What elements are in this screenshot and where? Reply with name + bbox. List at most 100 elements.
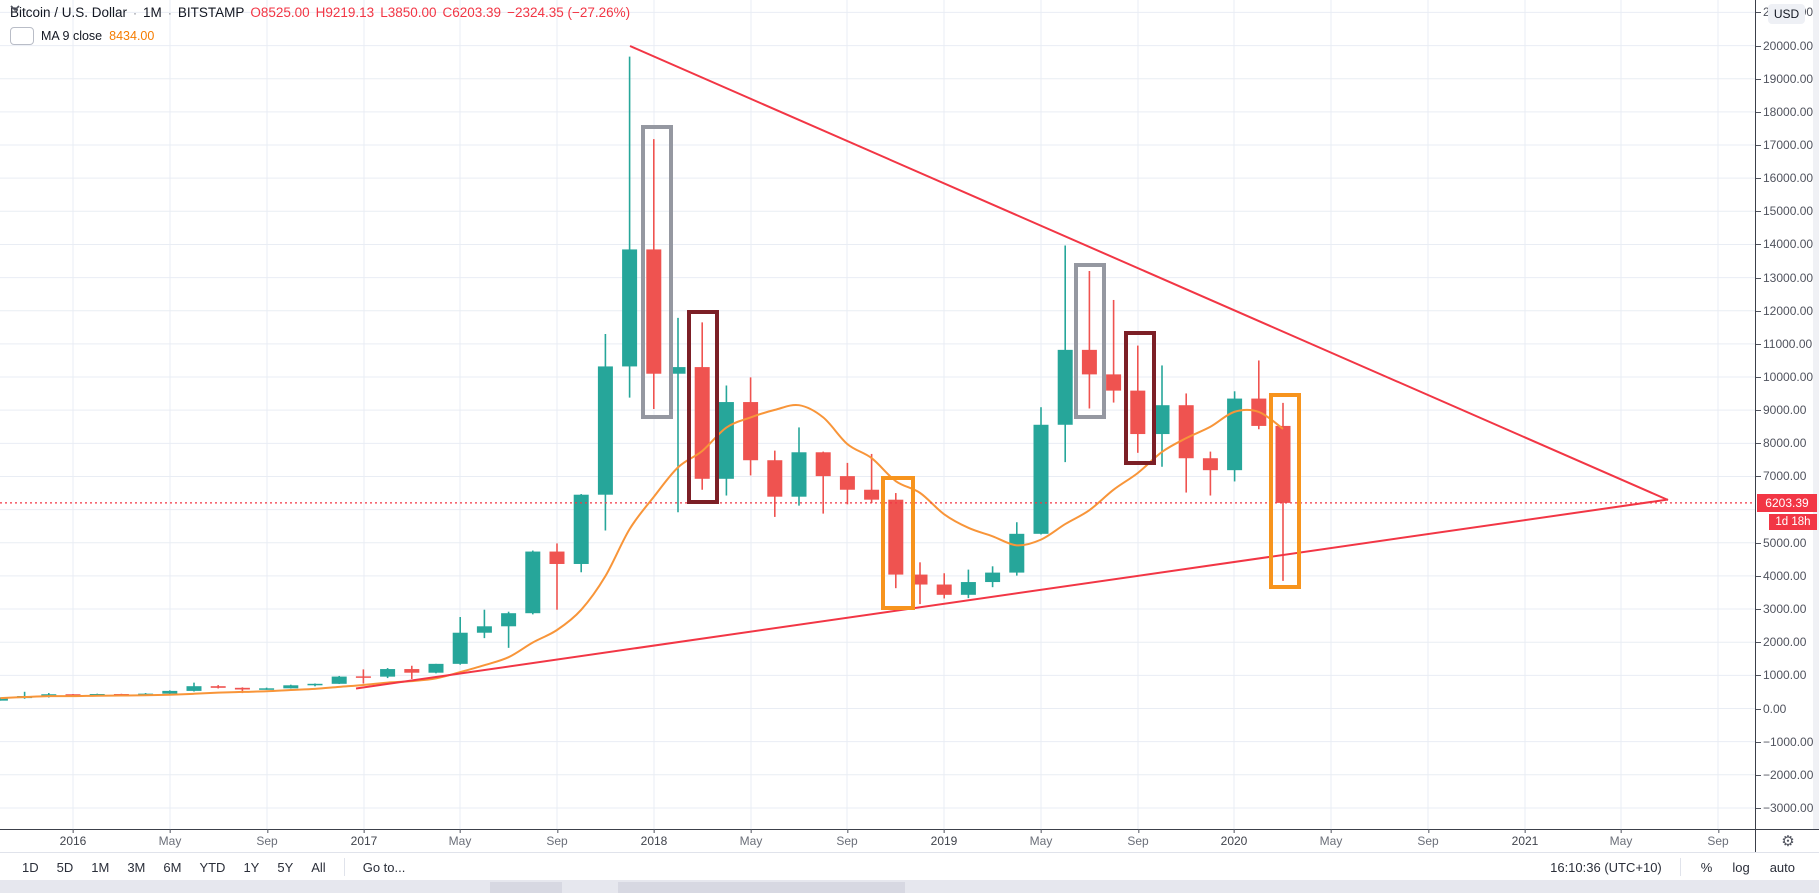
candle[interactable]	[1227, 391, 1243, 482]
candle[interactable]	[1178, 393, 1194, 493]
symbol-title[interactable]: Bitcoin / U.S. Dollar	[10, 5, 128, 20]
candle[interactable]	[912, 562, 928, 605]
price-axis[interactable]: USD 6203.39 1d 18h 21000.0020000.0019000…	[1755, 0, 1819, 829]
candle-body	[1227, 398, 1243, 471]
candle[interactable]	[501, 611, 517, 648]
candles-group	[0, 56, 1291, 701]
range-button-1M[interactable]: 1M	[83, 857, 117, 878]
box-jan-2018[interactable]	[641, 125, 673, 419]
candle[interactable]	[1154, 365, 1170, 467]
candle[interactable]	[525, 550, 541, 615]
candle-body	[1081, 349, 1097, 375]
ma-value: 8434.00	[109, 29, 155, 43]
candle[interactable]	[162, 690, 178, 694]
candle[interactable]	[1251, 360, 1267, 430]
candle-body	[791, 452, 807, 497]
candle[interactable]	[1202, 451, 1218, 496]
candle[interactable]	[767, 450, 783, 517]
auto-scale-button[interactable]: auto	[1762, 857, 1803, 878]
candle[interactable]	[936, 573, 952, 599]
candle-body	[985, 572, 1001, 583]
clock[interactable]: 16:10:36 (UTC+10)	[1550, 859, 1662, 875]
candle-body	[767, 460, 783, 497]
candle[interactable]	[888, 493, 904, 589]
candle[interactable]	[307, 683, 323, 687]
candle[interactable]	[597, 333, 613, 531]
candle[interactable]	[1275, 402, 1291, 581]
candle[interactable]	[428, 663, 444, 674]
trendline-descending-resistance[interactable]	[629, 45, 1669, 501]
candle[interactable]	[864, 453, 880, 503]
candle[interactable]	[670, 317, 686, 513]
candle[interactable]	[404, 665, 420, 679]
candle[interactable]	[718, 385, 734, 496]
time-tick-May: May	[1030, 829, 1052, 848]
chart-canvas[interactable]: Bitcoin / U.S. Dollar · 1M · BITSTAMP O8…	[0, 0, 1755, 829]
range-button-5Y[interactable]: 5Y	[269, 857, 301, 878]
candle[interactable]	[1009, 522, 1025, 576]
ohlc-high: H9219.13	[315, 5, 375, 20]
candle[interactable]	[380, 668, 396, 679]
candle[interactable]	[791, 427, 807, 506]
candle[interactable]	[355, 669, 371, 684]
range-button-All[interactable]: All	[303, 857, 333, 878]
box-sep-2019[interactable]	[1124, 331, 1156, 465]
ma-line[interactable]	[0, 403, 1284, 700]
candle[interactable]	[1081, 270, 1097, 409]
gear-icon[interactable]: ⚙	[1781, 833, 1795, 850]
taskbar-segment	[490, 882, 562, 893]
range-button-1Y[interactable]: 1Y	[235, 857, 267, 878]
candle[interactable]	[573, 494, 589, 573]
price-tick: 18000.00	[1756, 105, 1813, 119]
price-tick: 15000.00	[1756, 204, 1813, 218]
box-mar-2020[interactable]	[1269, 393, 1301, 589]
range-button-YTD[interactable]: YTD	[191, 857, 233, 878]
candle-body	[452, 632, 468, 664]
log-scale-button[interactable]: log	[1724, 857, 1757, 878]
candle-body	[912, 574, 928, 585]
candle[interactable]	[452, 617, 468, 665]
box-nov-2018[interactable]	[881, 476, 915, 610]
candle[interactable]	[646, 139, 662, 410]
price-tick: 19000.00	[1756, 72, 1813, 86]
box-jul-2019[interactable]	[1074, 263, 1106, 419]
candle[interactable]	[283, 684, 299, 689]
candle[interactable]	[743, 377, 759, 476]
time-axis[interactable]: 2016 May Sep 2017 May Sep 2018 May Sep 2019 May Sep…	[0, 829, 1755, 853]
candle[interactable]	[622, 56, 638, 398]
time-tick-Sep: Sep	[256, 829, 278, 848]
candle[interactable]	[331, 675, 347, 684]
range-button-1D[interactable]: 1D	[14, 857, 47, 878]
ma-label[interactable]: MA 9 close	[41, 29, 103, 43]
candlestick-chart[interactable]	[0, 0, 1755, 829]
candle[interactable]	[1057, 245, 1073, 463]
candle[interactable]	[1106, 299, 1122, 403]
candle[interactable]	[694, 322, 710, 490]
range-button-5D[interactable]: 5D	[49, 857, 82, 878]
time-tick-Sep: Sep	[836, 829, 858, 848]
box-mar-2018[interactable]	[687, 310, 719, 504]
candle[interactable]	[259, 687, 275, 690]
candle[interactable]	[815, 451, 831, 514]
currency-button[interactable]: USD	[1768, 4, 1805, 24]
candle[interactable]	[476, 609, 492, 639]
interval-label[interactable]: 1M	[143, 5, 162, 20]
candle[interactable]	[210, 685, 226, 689]
candle[interactable]	[1130, 345, 1146, 453]
chevron-down-icon[interactable]	[10, 5, 34, 45]
candle[interactable]	[186, 682, 202, 692]
trendline-ascending-support[interactable]	[355, 498, 1669, 690]
price-tick: 3000.00	[1756, 602, 1806, 616]
goto-button[interactable]: Go to...	[355, 857, 414, 878]
candle[interactable]	[549, 543, 565, 610]
candle[interactable]	[960, 569, 976, 599]
candle[interactable]	[839, 462, 855, 505]
candle[interactable]	[1033, 407, 1049, 535]
candle-body	[597, 366, 613, 495]
candle[interactable]	[985, 566, 1001, 588]
price-tick: 10000.00	[1756, 370, 1813, 384]
range-button-3M[interactable]: 3M	[119, 857, 153, 878]
range-button-6M[interactable]: 6M	[155, 857, 189, 878]
percent-scale-button[interactable]: %	[1693, 857, 1721, 878]
time-tick-2016: 2016	[60, 829, 86, 848]
